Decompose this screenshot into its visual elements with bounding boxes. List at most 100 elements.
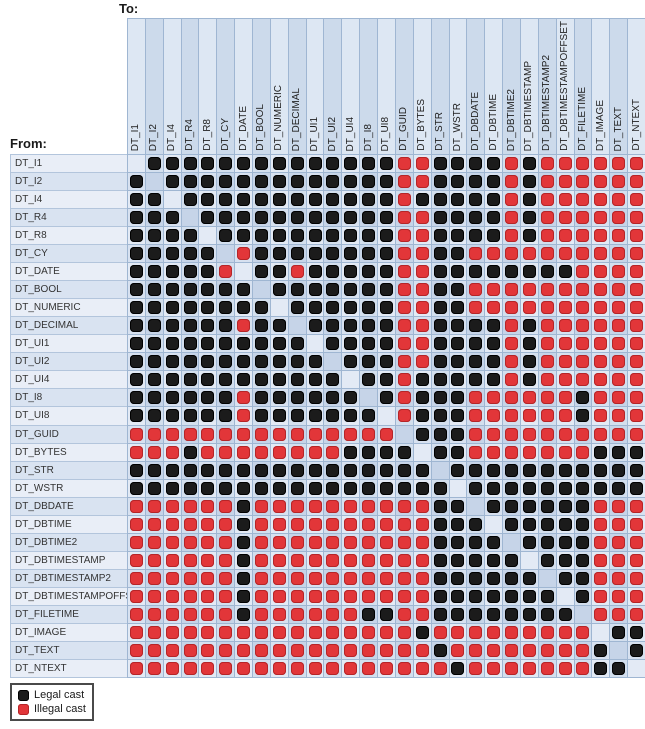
legal-cast-dot — [415, 391, 429, 405]
matrix-cell — [431, 371, 449, 389]
illegal-cast-dot — [540, 247, 554, 261]
legal-cast-dot — [487, 373, 501, 387]
legal-cast-dot — [362, 445, 376, 459]
illegal-cast-dot — [505, 427, 519, 441]
legal-cast-dot — [451, 247, 465, 261]
matrix-cell — [270, 587, 288, 605]
matrix-cell — [431, 263, 449, 281]
illegal-cast-dot — [522, 283, 536, 297]
matrix-cell — [217, 533, 235, 551]
matrix-cell — [610, 479, 628, 497]
matrix-cell — [324, 389, 342, 407]
matrix-cell — [270, 227, 288, 245]
matrix-cell — [485, 245, 503, 263]
matrix-cell — [253, 479, 270, 497]
legal-cast-dot — [165, 355, 179, 369]
matrix-cell — [306, 641, 324, 659]
matrix-cell — [199, 659, 217, 677]
illegal-cast-dot — [201, 427, 215, 441]
matrix-cell — [128, 209, 145, 227]
matrix-cell — [235, 623, 253, 641]
matrix-cell — [413, 155, 431, 173]
illegal-cast-dot — [469, 661, 483, 675]
illegal-cast-dot — [630, 427, 644, 441]
matrix-cell — [449, 155, 467, 173]
illegal-cast-dot — [237, 391, 251, 405]
legal-cast-dot — [362, 373, 376, 387]
legal-cast-dot — [326, 373, 340, 387]
matrix-cell — [503, 299, 520, 317]
legal-cast-dot — [505, 589, 519, 603]
legal-cast-dot — [558, 571, 572, 585]
matrix-cell — [288, 605, 306, 623]
matrix-cell — [360, 335, 378, 353]
matrix-cell — [163, 497, 181, 515]
matrix-cell — [378, 497, 395, 515]
matrix-cell — [556, 317, 574, 335]
matrix-cell — [288, 479, 306, 497]
matrix-cell — [217, 389, 235, 407]
legal-cast-dot — [379, 283, 393, 297]
matrix-cell — [538, 263, 556, 281]
legal-cast-dot — [183, 193, 197, 207]
matrix-cell — [449, 641, 467, 659]
matrix-cell — [628, 227, 645, 245]
matrix-cell — [342, 623, 360, 641]
illegal-cast-dot — [397, 625, 411, 639]
matrix-cell — [467, 281, 485, 299]
legal-cast-dot — [254, 265, 268, 279]
legal-cast-dot — [254, 409, 268, 423]
legal-cast-dot — [183, 337, 197, 351]
matrix-cell — [378, 263, 395, 281]
matrix-cell — [538, 335, 556, 353]
matrix-cell — [449, 263, 467, 281]
illegal-cast-dot — [183, 535, 197, 549]
matrix-cell — [628, 641, 645, 659]
illegal-cast-dot — [558, 391, 572, 405]
matrix-cell — [199, 623, 217, 641]
legal-cast-dot — [129, 319, 143, 333]
illegal-cast-dot — [415, 211, 429, 225]
matrix-cell — [610, 533, 628, 551]
matrix-cell — [628, 533, 645, 551]
matrix-cell — [342, 191, 360, 209]
matrix-cell — [145, 497, 163, 515]
matrix-cell — [288, 497, 306, 515]
matrix-cell — [235, 479, 253, 497]
legal-cast-dot — [469, 463, 483, 477]
matrix-cell — [199, 479, 217, 497]
matrix-cell — [449, 281, 467, 299]
matrix-cell — [163, 641, 181, 659]
matrix-cell — [378, 389, 395, 407]
legal-cast-dot — [630, 643, 644, 657]
matrix-cell — [253, 407, 270, 425]
matrix-cell — [128, 659, 145, 677]
illegal-cast-dot — [147, 625, 161, 639]
legal-cast-dot — [254, 373, 268, 387]
matrix-cell — [503, 587, 520, 605]
matrix-cell — [360, 461, 378, 479]
matrix-cell — [503, 641, 520, 659]
matrix-cell — [538, 587, 556, 605]
legal-cast-dot — [433, 643, 447, 657]
matrix-cell — [145, 335, 163, 353]
matrix-cell — [449, 443, 467, 461]
illegal-cast-dot — [630, 265, 644, 279]
legal-cast-dot — [433, 589, 447, 603]
matrix-cell — [592, 461, 610, 479]
column-header-label: DT_UI8 — [380, 116, 392, 151]
matrix-cell — [628, 587, 645, 605]
matrix-cell — [467, 605, 485, 623]
matrix-cell — [431, 479, 449, 497]
matrix-cell — [360, 317, 378, 335]
legal-cast-dot — [540, 607, 554, 621]
illegal-cast-dot — [147, 445, 161, 459]
illegal-cast-dot — [379, 535, 393, 549]
illegal-cast-dot — [505, 391, 519, 405]
matrix-cell — [467, 227, 485, 245]
matrix-cell — [342, 281, 360, 299]
legal-cast-dot — [344, 445, 358, 459]
column-header: DT_I8 — [360, 19, 378, 154]
legal-cast-dot — [522, 481, 536, 495]
legal-cast-dot — [219, 481, 233, 495]
